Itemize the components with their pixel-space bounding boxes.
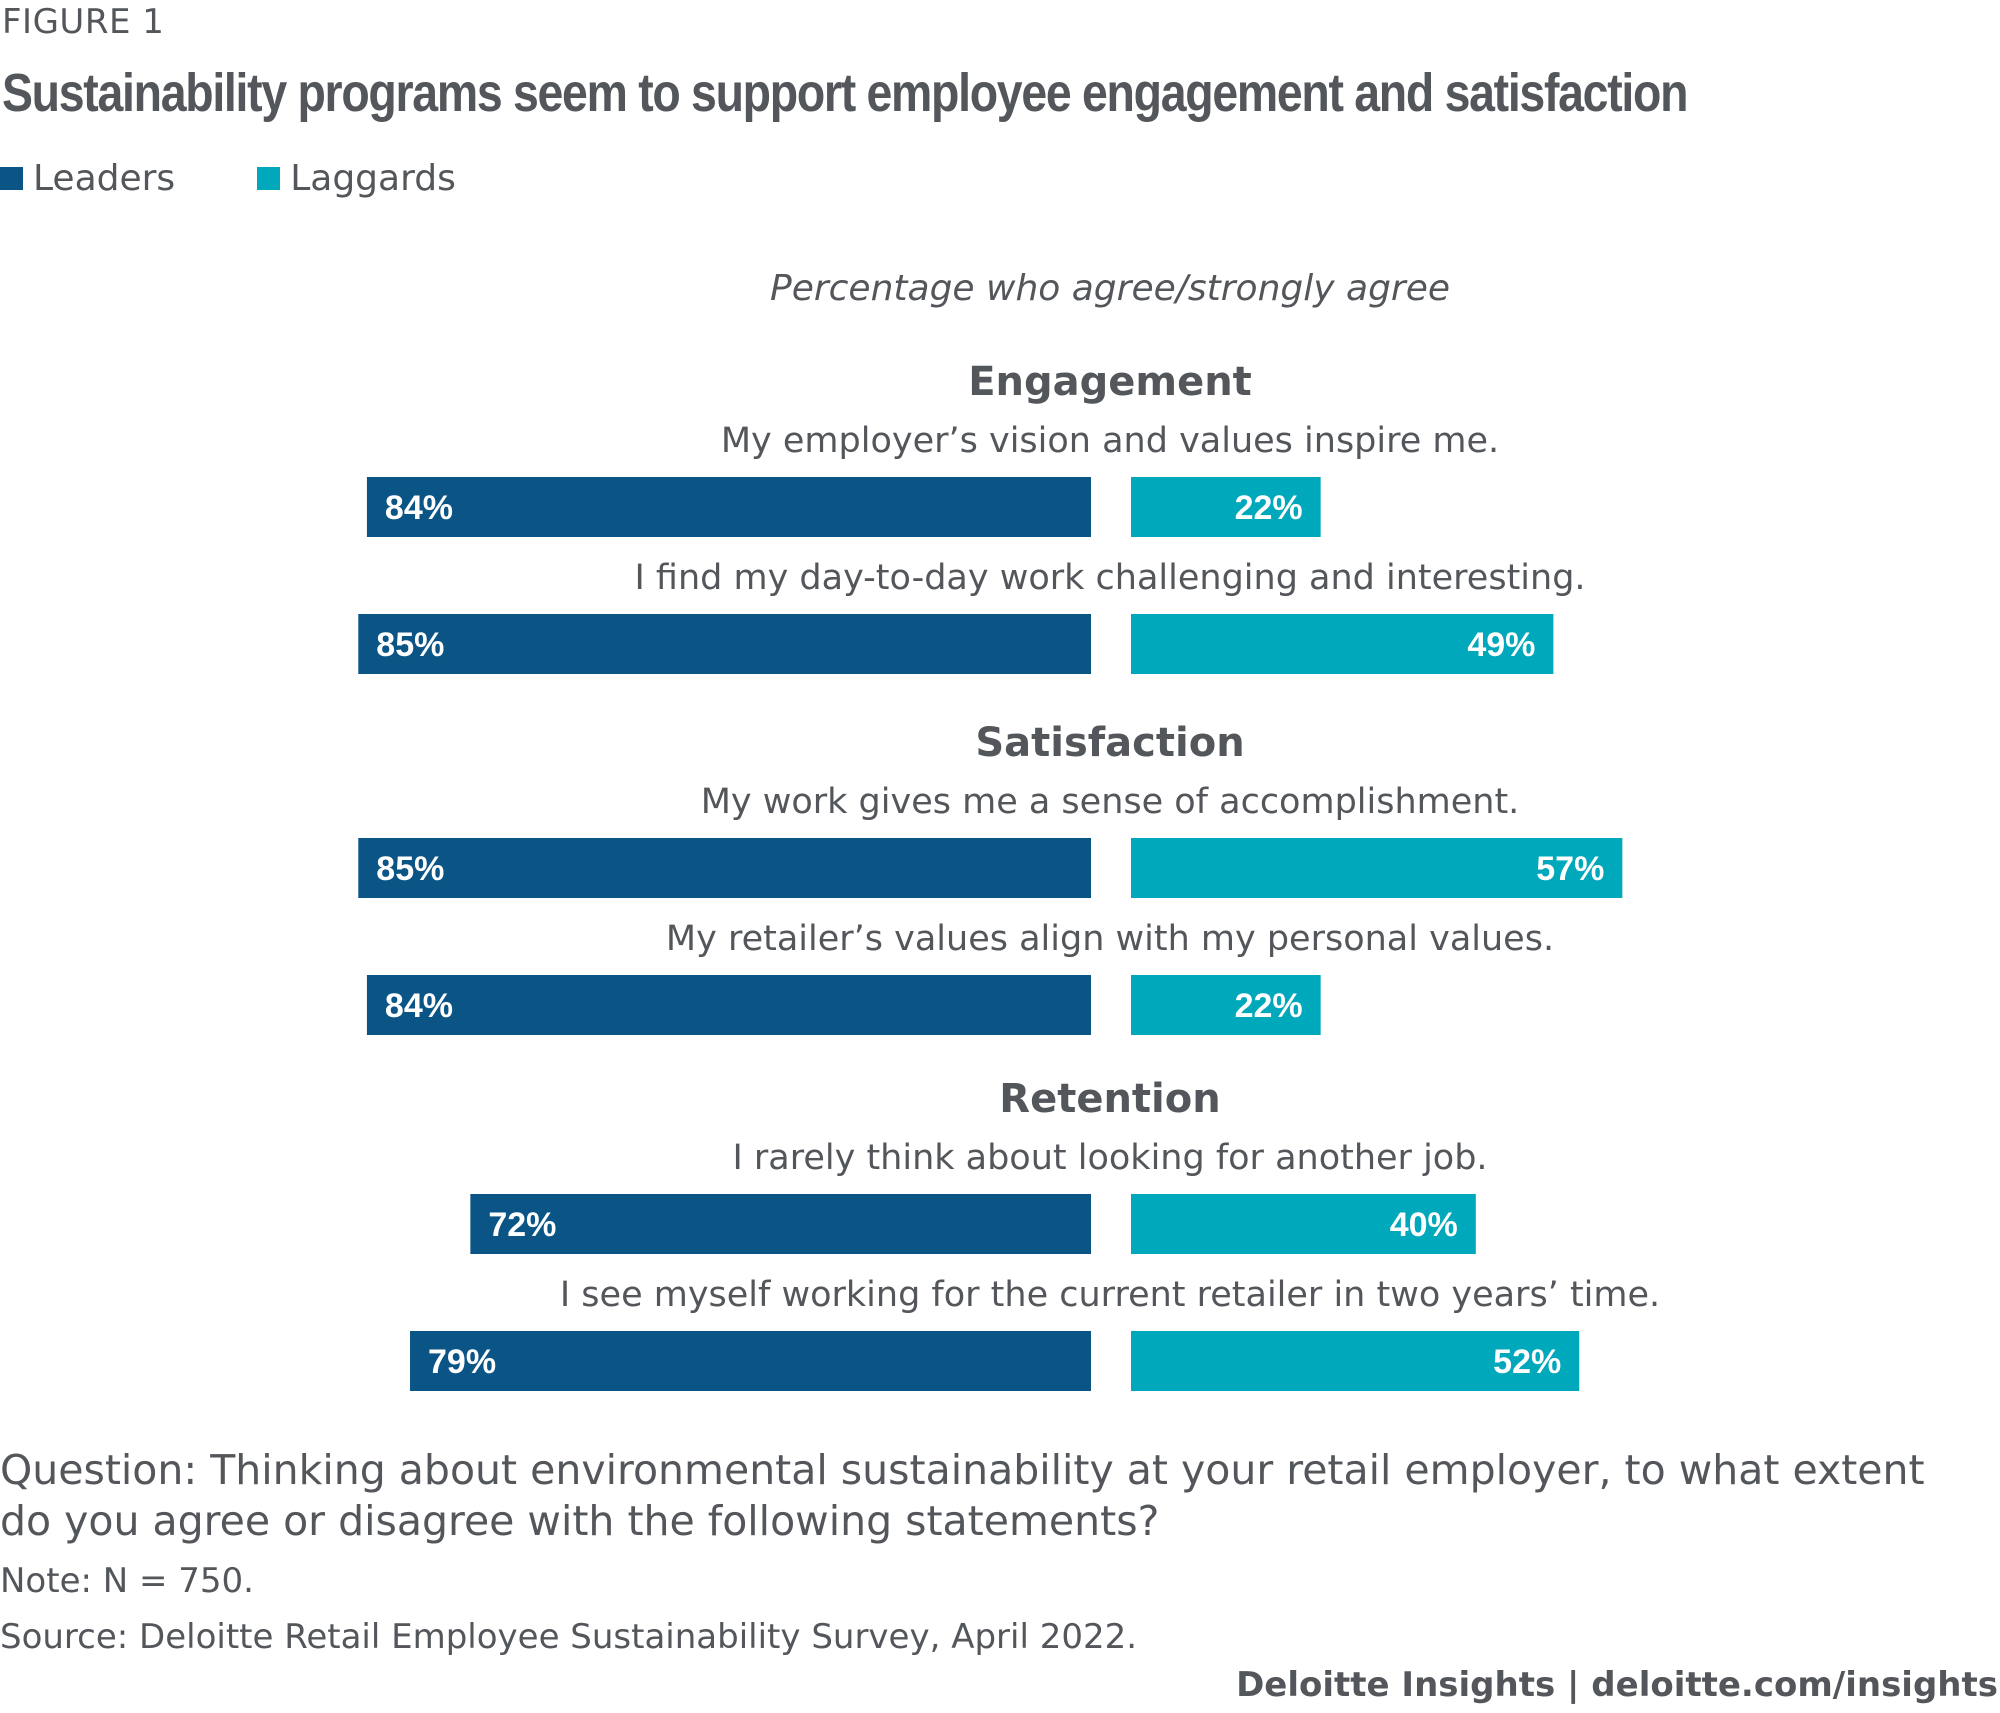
data-label-laggards: 40% (1390, 1206, 1458, 1244)
legend: Leaders Laggards (0, 158, 538, 199)
legend-swatch-laggards (257, 167, 281, 190)
legend-swatch-leaders (0, 167, 23, 190)
footer-question: Question: Thinking about environmental s… (0, 1446, 1925, 1545)
data-label-leaders: 84% (385, 987, 453, 1025)
footer-source: Source: Deloitte Retail Employee Sustain… (0, 1617, 1138, 1657)
data-label-leaders: 72% (488, 1206, 556, 1244)
data-label-laggards: 52% (1493, 1343, 1561, 1381)
bar-leaders (410, 1331, 1091, 1391)
footer-brand: Deloitte Insights | deloitte.com/insight… (1236, 1665, 1998, 1705)
statement-label: I see myself working for the current ret… (560, 1275, 1660, 1315)
bar-laggards (1131, 838, 1623, 898)
statement-label: My work gives me a sense of accomplishme… (701, 782, 1520, 822)
bar-leaders (470, 1194, 1091, 1254)
group-title-satisfaction: Satisfaction (975, 720, 1244, 766)
statement-label: My retailer’s values align with my perso… (666, 919, 1554, 959)
bar-leaders (366, 975, 1091, 1035)
bar-laggards (1131, 614, 1554, 674)
data-label-leaders: 84% (385, 489, 453, 527)
group-title-engagement: Engagement (968, 359, 1252, 405)
statement-label: I find my day-to-day work challenging an… (634, 558, 1585, 598)
legend-label-leaders: Leaders (33, 158, 176, 199)
bar-leaders (366, 477, 1091, 537)
chart-subtitle: Percentage who agree/strongly agree (769, 268, 1451, 309)
legend-item-leaders: Leaders (0, 158, 175, 199)
bar-laggards (1131, 975, 1321, 1035)
bar-laggards (1131, 1331, 1580, 1391)
data-label-laggards: 22% (1235, 489, 1303, 527)
data-label-leaders: 79% (428, 1343, 496, 1381)
footer-note: Note: N = 750. (0, 1561, 254, 1601)
data-label-leaders: 85% (376, 626, 444, 664)
data-label-laggards: 22% (1235, 987, 1303, 1025)
legend-item-laggards: Laggards (257, 158, 456, 199)
figure-label: FIGURE 1 (2, 2, 165, 42)
statement-label: My employer’s vision and values inspire … (721, 421, 1499, 461)
bar-chart: Engagement My employer’s vision and value… (358, 359, 1660, 1391)
data-label-laggards: 57% (1536, 850, 1604, 888)
chart-title: Sustainability programs seem to support … (2, 63, 1688, 123)
statement-label: I rarely think about looking for another… (732, 1138, 1487, 1178)
bar-leaders (358, 614, 1091, 674)
group-title-retention: Retention (999, 1076, 1220, 1122)
bar-leaders (358, 838, 1091, 898)
bar-laggards (1131, 1194, 1476, 1254)
bar-laggards (1131, 477, 1321, 537)
legend-label-laggards: Laggards (290, 158, 456, 199)
data-label-leaders: 85% (376, 850, 444, 888)
data-label-laggards: 49% (1467, 626, 1535, 664)
